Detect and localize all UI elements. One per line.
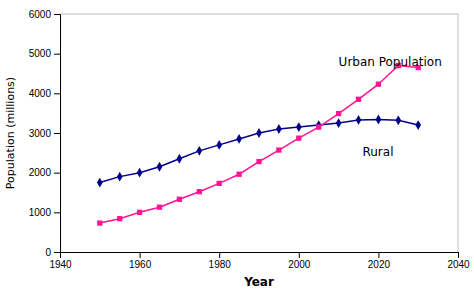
point (336, 111, 341, 116)
tick-mark (458, 252, 459, 258)
axis-line (61, 253, 459, 259)
point (376, 82, 381, 87)
tick: 4000 (29, 88, 60, 99)
tick-label: 2040 (447, 259, 470, 270)
tick-mark (54, 133, 60, 134)
point (276, 147, 281, 152)
tick: 2000 (29, 167, 60, 178)
tick-label: 3000 (29, 128, 52, 139)
tick-mark (219, 252, 220, 258)
tick-label: 5000 (29, 48, 52, 59)
point (117, 172, 123, 182)
point (157, 162, 163, 172)
tick-mark (54, 252, 60, 253)
point (97, 220, 102, 225)
point (316, 124, 321, 129)
point (276, 124, 282, 134)
series (97, 63, 421, 226)
tick-label: 2020 (368, 259, 391, 270)
tick-mark (54, 93, 60, 94)
x-axis: 1940 1960 1980 2000 2020 2040 (49, 252, 470, 270)
point (356, 97, 361, 102)
point (137, 210, 142, 215)
tick-label: 0 (45, 247, 51, 258)
line (100, 120, 418, 183)
tick-label: 1960 (129, 259, 152, 270)
tick-mark (299, 252, 300, 258)
point (177, 154, 183, 164)
tick: 3000 (29, 128, 60, 139)
y-axis: 0 1000 2000 3000 4000 5000 6000 (29, 9, 61, 258)
tick-mark (140, 252, 141, 258)
point (97, 178, 103, 188)
point (236, 134, 242, 144)
tick: 2000 (288, 252, 311, 270)
point (356, 115, 362, 125)
marks (97, 63, 421, 226)
tick-mark (54, 212, 60, 213)
tick: 2040 (447, 252, 470, 270)
point (256, 128, 262, 138)
chart: 1940 1960 1980 2000 2020 2040 0 1000 2000 3000 400… (0, 0, 474, 294)
point (196, 146, 202, 156)
point (316, 120, 322, 130)
annotation: Rural (362, 145, 393, 159)
point (415, 120, 421, 130)
tick: 6000 (29, 9, 60, 20)
point (336, 118, 342, 128)
point (197, 189, 202, 194)
tick-label: 6000 (29, 9, 52, 20)
y-axis-title: Population (millions) (4, 77, 17, 189)
tick-label: 2000 (29, 167, 52, 178)
point (376, 115, 382, 125)
point (117, 216, 122, 221)
x-axis-title: Year (243, 275, 274, 289)
line (100, 66, 418, 223)
point (236, 172, 241, 177)
frame (60, 14, 458, 15)
point (177, 197, 182, 202)
tick-label: 1940 (49, 259, 72, 270)
tick-mark (54, 173, 60, 174)
point (395, 115, 401, 125)
point (216, 140, 222, 150)
tick: 1960 (129, 252, 152, 270)
annotation: Urban Population (339, 55, 442, 69)
plot-area: 1940 1960 1980 2000 2020 2040 0 1000 2000 3000 400… (29, 9, 470, 270)
tick: 2020 (368, 252, 391, 270)
tick: 1000 (29, 207, 60, 218)
tick-label: 1980 (209, 259, 232, 270)
tick-label: 1000 (29, 207, 52, 218)
point (296, 136, 301, 141)
point (157, 205, 162, 210)
tick-mark (54, 54, 60, 55)
tick-label: 4000 (29, 88, 52, 99)
point (296, 122, 302, 132)
point (217, 181, 222, 186)
axis-line (54, 15, 61, 253)
tick-mark (378, 252, 379, 258)
tick-mark (54, 14, 60, 15)
tick: 1940 (49, 252, 72, 270)
tick: 5000 (29, 48, 60, 59)
point (137, 168, 143, 178)
series (97, 115, 421, 188)
tick: 0 (45, 247, 60, 258)
tick-label: 2000 (288, 259, 311, 270)
point (256, 159, 261, 164)
tick: 1980 (209, 252, 232, 270)
frame (458, 14, 459, 252)
